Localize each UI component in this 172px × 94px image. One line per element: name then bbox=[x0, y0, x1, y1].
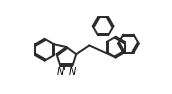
Text: N': N' bbox=[56, 67, 66, 77]
Text: N: N bbox=[68, 67, 76, 77]
